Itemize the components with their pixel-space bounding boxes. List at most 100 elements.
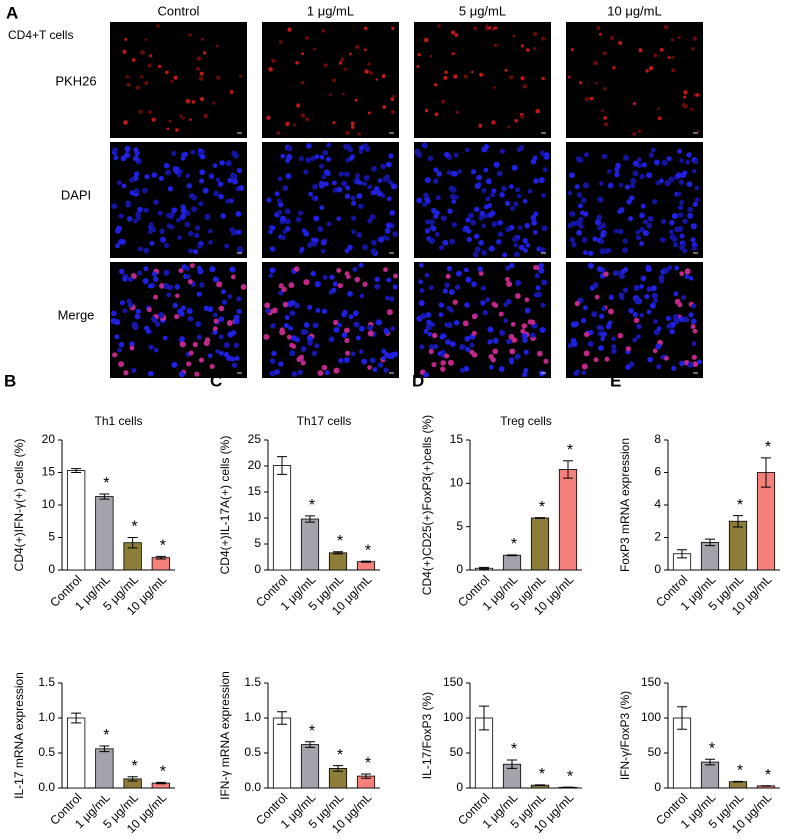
cell (449, 238, 456, 245)
cell (567, 342, 573, 349)
cell (176, 217, 181, 223)
cell (193, 232, 200, 239)
cell (639, 212, 645, 219)
cell (137, 270, 143, 276)
cell (650, 285, 657, 292)
cell (219, 350, 224, 356)
significance-marker: * (539, 499, 545, 516)
cell (271, 307, 278, 314)
micrograph (110, 22, 247, 138)
cell (649, 303, 656, 309)
micrograph (110, 142, 247, 258)
cell (648, 66, 654, 71)
cell (424, 177, 431, 184)
cell (370, 239, 377, 246)
cell (463, 267, 469, 273)
cell (570, 338, 577, 345)
cell (655, 343, 662, 350)
error-bar (99, 493, 110, 500)
cell (471, 313, 478, 320)
cell (266, 115, 271, 120)
cell (237, 246, 243, 252)
cell (447, 359, 454, 366)
cell (333, 367, 340, 374)
error-bar (277, 711, 287, 725)
cell (227, 177, 233, 184)
cell (630, 183, 636, 189)
cell (584, 96, 590, 102)
cell (424, 219, 430, 225)
cell (157, 210, 163, 216)
cell (300, 346, 307, 352)
cell (298, 156, 304, 162)
cell (332, 281, 338, 287)
significance-marker: * (567, 442, 573, 459)
cell (118, 361, 125, 368)
error-bar (479, 566, 489, 570)
cell (596, 25, 601, 30)
cell (618, 207, 625, 213)
cell (502, 252, 508, 258)
cell (332, 319, 339, 326)
cell (695, 93, 700, 97)
cell (639, 284, 645, 289)
cell (140, 50, 145, 55)
cell (194, 225, 201, 231)
cell (198, 76, 204, 81)
error-bar (333, 551, 343, 555)
cell (386, 309, 393, 316)
error-bar (535, 517, 545, 519)
significance-marker: * (511, 536, 517, 553)
cell (187, 230, 194, 237)
cell (582, 250, 588, 256)
cell (199, 71, 204, 76)
cell (129, 341, 135, 347)
cell (670, 37, 675, 42)
cell (509, 348, 516, 355)
cell (147, 63, 152, 68)
cell (364, 69, 369, 74)
cell (676, 148, 683, 154)
cell (179, 114, 183, 118)
column-header: 5 μg/mL (459, 3, 506, 18)
cell (177, 308, 184, 315)
cell (540, 302, 546, 308)
cell (223, 342, 230, 348)
cell (162, 335, 168, 341)
cell (602, 51, 607, 56)
cell (212, 312, 218, 318)
cell (589, 96, 594, 101)
cell (453, 319, 460, 326)
cell (485, 178, 492, 185)
cell (618, 273, 625, 280)
cell (178, 371, 185, 378)
cell (522, 84, 527, 89)
cell (675, 172, 682, 179)
cell (286, 334, 292, 340)
cell (370, 165, 377, 172)
cell (470, 169, 477, 175)
cell (636, 334, 641, 339)
cell (536, 350, 543, 357)
cell (116, 180, 122, 186)
cell (155, 321, 161, 327)
cell (349, 154, 355, 160)
cell (506, 125, 511, 129)
cell (593, 357, 599, 363)
cell (342, 309, 348, 315)
cell (321, 174, 327, 180)
cell (425, 312, 432, 318)
bar (272, 465, 292, 571)
cell (567, 75, 571, 79)
cell (570, 220, 577, 227)
cell (320, 248, 326, 254)
cell (694, 197, 700, 203)
cell (639, 226, 645, 233)
micrograph (414, 262, 551, 378)
y-axis-label: IL-17/FoxP3 (%) (420, 692, 434, 779)
cell (587, 262, 595, 269)
cell (645, 69, 649, 73)
cell (196, 265, 202, 271)
error-bar (677, 549, 687, 559)
cell (697, 129, 700, 133)
